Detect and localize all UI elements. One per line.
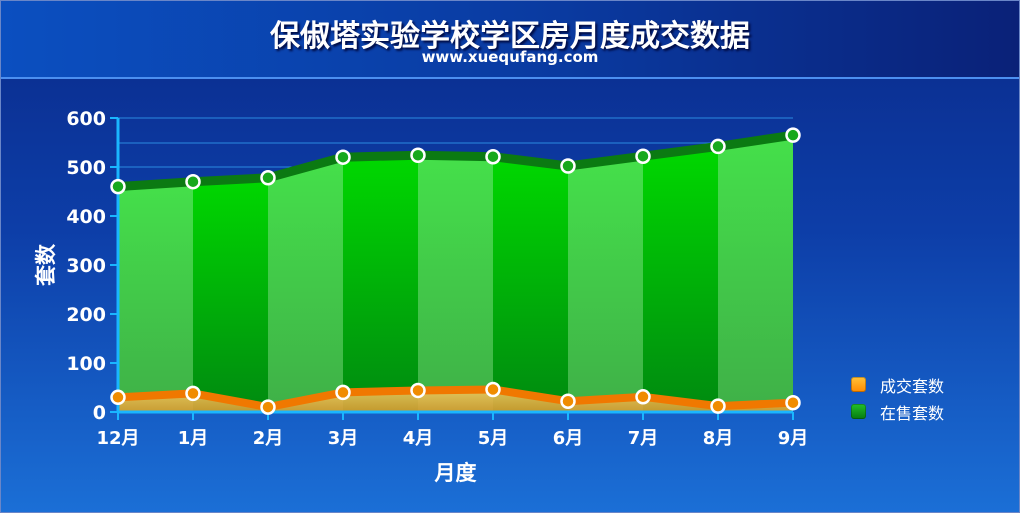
listings-point xyxy=(560,158,576,174)
chart-legend: 成交套数 在售套数 xyxy=(851,371,944,425)
legend-label-listings: 在售套数 xyxy=(880,403,945,423)
x-tick-label: 3月 xyxy=(328,428,359,449)
listings-area-band xyxy=(418,155,493,413)
listings-area-band xyxy=(268,157,343,412)
listings-point xyxy=(485,148,501,165)
deals-point xyxy=(410,382,426,399)
deals-point xyxy=(485,381,501,398)
deals-line xyxy=(117,385,794,412)
listings-point xyxy=(710,138,726,155)
legend-swatch-listings xyxy=(851,404,866,419)
listings-area-band xyxy=(193,177,268,412)
listings-point xyxy=(335,149,351,165)
deals-point xyxy=(335,384,351,401)
listings-area-band xyxy=(643,146,718,413)
legend-item-listings: 在售套数 xyxy=(851,398,944,425)
listings-area-band xyxy=(568,156,643,412)
listings-area-band xyxy=(343,155,418,413)
x-axis-title: 月度 xyxy=(434,461,477,485)
x-tick-label: 5月 xyxy=(478,428,509,449)
chart-header: 保俶塔实验学校学区房月度成交数据 www.xuequfang.com xyxy=(1,1,1019,79)
area-layer xyxy=(118,135,793,413)
x-tick-label: 4月 xyxy=(403,428,434,449)
deals-point xyxy=(635,389,651,405)
listings-area-band xyxy=(493,156,568,412)
y-tick-label: 200 xyxy=(66,304,106,326)
listings-line xyxy=(117,130,794,192)
x-tick-label: 6月 xyxy=(553,428,584,449)
listings-point xyxy=(260,170,276,186)
x-tick-label: 2月 xyxy=(253,428,284,449)
legend-swatch-deals xyxy=(851,377,866,392)
x-tick-label: 1月 xyxy=(178,428,209,449)
axis-layer: 0 100 200 300 400 500 600 12月 1月 2月 3月 4月 5月 6月 7月 8月 9月… xyxy=(34,108,808,485)
y-tick-label: 0 xyxy=(93,402,106,424)
deals-point xyxy=(560,393,576,409)
chart-subtitle: www.xuequfang.com xyxy=(421,48,599,66)
x-tick-label: 9月 xyxy=(778,428,809,449)
chart-title: 保俶塔实验学校学区房月度成交数据 xyxy=(270,19,750,54)
y-axis-title: 套数 xyxy=(34,243,58,286)
y-tick-label: 500 xyxy=(66,157,106,179)
legend-item-deals: 成交套数 xyxy=(851,371,944,398)
y-tick-label: 400 xyxy=(66,206,106,228)
listings-point xyxy=(410,147,426,163)
deals-point xyxy=(260,399,276,415)
y-tick-label: 300 xyxy=(66,255,106,277)
listings-point xyxy=(110,178,126,195)
listings-point xyxy=(635,148,651,164)
listings-area-band xyxy=(718,135,793,412)
deals-point xyxy=(785,394,801,411)
line-layer xyxy=(117,130,794,412)
listings-area-band xyxy=(118,181,193,412)
deals-point xyxy=(710,398,726,414)
x-tick-label: 12月 xyxy=(96,428,139,449)
x-tick-label: 7月 xyxy=(628,428,659,449)
y-tick-label: 100 xyxy=(66,353,106,375)
y-tick-label: 600 xyxy=(66,108,106,130)
deals-point xyxy=(185,385,201,402)
point-layer xyxy=(110,127,801,415)
listings-point xyxy=(785,127,801,143)
listings-point xyxy=(185,173,201,190)
deals-point xyxy=(110,389,126,406)
x-tick-label: 8月 xyxy=(703,428,734,449)
legend-label-deals: 成交套数 xyxy=(880,376,945,396)
